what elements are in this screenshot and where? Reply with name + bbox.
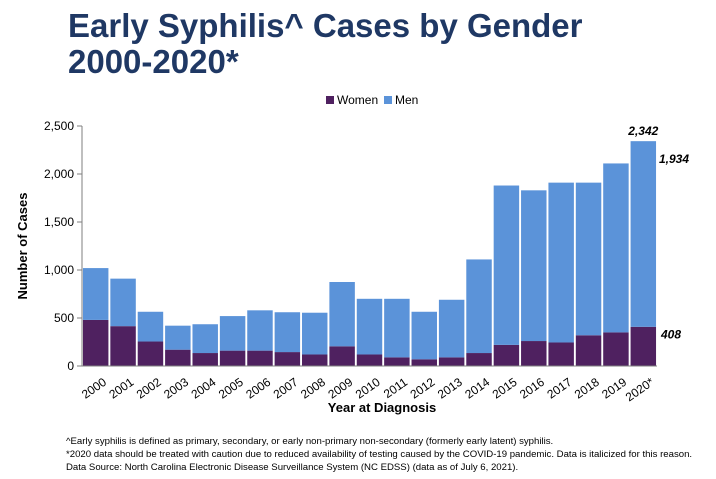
bar-men bbox=[137, 311, 164, 342]
bar-men bbox=[548, 182, 574, 343]
x-tick-label: 2007 bbox=[271, 375, 301, 402]
x-tick-label: 2016 bbox=[517, 375, 547, 402]
title-line-1: Early Syphilis^ Cases by Gender bbox=[68, 7, 583, 44]
x-axis-title: Year at Diagnosis bbox=[328, 400, 436, 415]
bar-women bbox=[575, 335, 602, 366]
bar-women bbox=[521, 341, 547, 366]
footnote-2020-caution: *2020 data should be treated with cautio… bbox=[66, 448, 693, 460]
bar-women bbox=[438, 357, 465, 366]
bar-women bbox=[411, 359, 437, 366]
footnote-definition: ^Early syphilis is defined as primary, s… bbox=[66, 436, 554, 447]
bar-women bbox=[329, 346, 355, 366]
y-tick-label: 500 bbox=[54, 311, 74, 325]
bar-men bbox=[384, 298, 410, 358]
bar-women bbox=[630, 326, 657, 366]
bar-women bbox=[302, 354, 328, 366]
chart-title: Early Syphilis^ Cases by Gender 2000-202… bbox=[68, 8, 583, 80]
bar-men bbox=[411, 311, 437, 360]
bar-men bbox=[82, 268, 109, 320]
x-tick-label: 2001 bbox=[106, 375, 136, 402]
bar-women bbox=[247, 350, 273, 366]
bar-women bbox=[384, 357, 410, 366]
women-data-label: 408 bbox=[660, 327, 681, 341]
bar-men bbox=[521, 190, 547, 342]
bar-men bbox=[219, 316, 246, 351]
stacked-bar-chart: 0 500 1,000 1,500 2,000 2,500 2000200120022003… bbox=[15, 93, 689, 415]
men-data-label: 1,934 bbox=[659, 152, 689, 166]
x-tick-label: 2015 bbox=[490, 375, 520, 402]
bar-women bbox=[192, 353, 218, 366]
bar-men bbox=[603, 163, 629, 333]
footnote-data-source: Data Source: North Carolina Electronic D… bbox=[66, 461, 519, 473]
bar-women bbox=[219, 350, 246, 366]
bar-men bbox=[302, 312, 328, 355]
bar-women bbox=[165, 349, 191, 366]
x-tick-label: 2008 bbox=[298, 375, 328, 402]
x-tick-label: 2017 bbox=[544, 375, 574, 402]
bar-men bbox=[110, 278, 136, 327]
bar-men bbox=[466, 259, 492, 354]
bar-women bbox=[356, 354, 383, 366]
bar-men bbox=[493, 185, 520, 345]
x-tick-label: 2010 bbox=[353, 375, 383, 402]
y-tick-label: 1,000 bbox=[44, 263, 74, 277]
bar-men bbox=[192, 324, 218, 354]
total-data-label: 2,342 bbox=[627, 124, 658, 138]
x-tick-label: 2009 bbox=[325, 375, 355, 402]
bar-women bbox=[603, 332, 629, 366]
legend-swatch-women bbox=[326, 96, 334, 104]
title-line-2: 2000-2020* bbox=[68, 43, 239, 80]
bar-men bbox=[329, 282, 355, 347]
bar-women bbox=[548, 342, 574, 366]
y-tick-label: 2,000 bbox=[44, 167, 74, 181]
bar-men bbox=[274, 312, 301, 353]
bar-women bbox=[137, 341, 164, 366]
legend-label-women: Women bbox=[337, 93, 378, 107]
x-tick-label: 2014 bbox=[462, 375, 492, 402]
bar-men bbox=[356, 298, 383, 355]
x-tick-label: 2006 bbox=[243, 375, 273, 402]
bar-women bbox=[110, 326, 136, 366]
bar-men bbox=[165, 325, 191, 350]
x-tick-label: 2011 bbox=[381, 375, 410, 401]
x-tick-label: 2003 bbox=[161, 375, 191, 402]
bar-women bbox=[82, 319, 109, 366]
x-tick-label: 2020* bbox=[623, 375, 657, 405]
bar-women bbox=[466, 353, 492, 366]
x-tick-label: 2002 bbox=[134, 375, 164, 402]
x-tick-label: 2012 bbox=[408, 375, 438, 402]
x-tick-label: 2019 bbox=[599, 375, 629, 402]
bar-men bbox=[575, 182, 602, 336]
y-tick-label: 2,500 bbox=[44, 119, 74, 133]
x-tick-label: 2004 bbox=[189, 375, 219, 402]
legend-swatch-men bbox=[384, 96, 392, 104]
y-axis-title: Number of Cases bbox=[15, 193, 30, 300]
bar-men bbox=[247, 310, 273, 351]
x-tick-label: 2005 bbox=[216, 375, 246, 402]
footnotes: ^Early syphilis is defined as primary, s… bbox=[66, 436, 706, 474]
x-tick-label: 2000 bbox=[79, 375, 109, 402]
y-tick-label: 1,500 bbox=[44, 215, 74, 229]
bar-men bbox=[630, 141, 657, 327]
y-tick-label: 0 bbox=[67, 359, 74, 373]
legend-label-men: Men bbox=[395, 93, 418, 107]
bar-women bbox=[274, 352, 301, 366]
x-tick-label: 2018 bbox=[572, 375, 602, 402]
bar-men bbox=[438, 299, 465, 358]
x-tick-label: 2013 bbox=[435, 375, 465, 402]
bar-women bbox=[493, 344, 520, 366]
